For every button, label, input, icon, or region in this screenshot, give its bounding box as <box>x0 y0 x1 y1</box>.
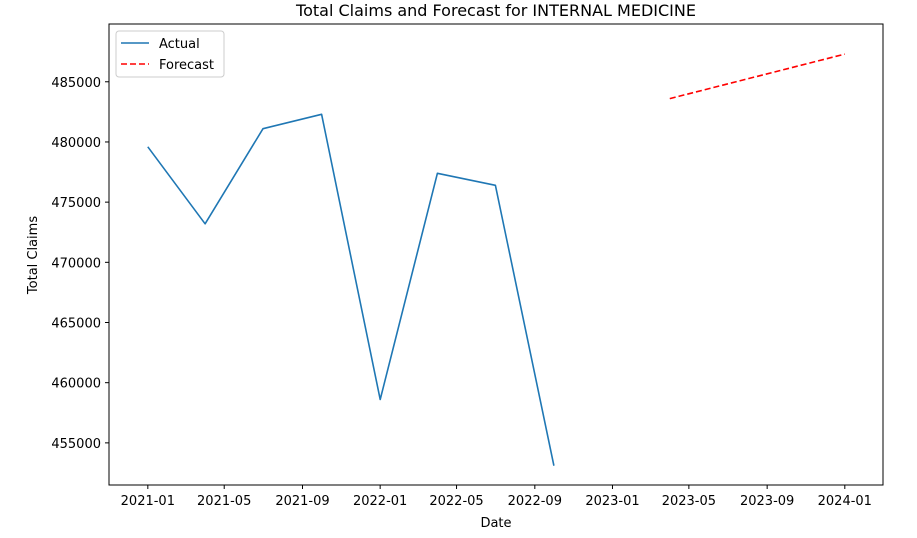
x-tick-label: 2022-09 <box>508 494 562 509</box>
chart-title: Total Claims and Forecast for INTERNAL M… <box>295 1 696 20</box>
y-tick-label: 455000 <box>51 437 101 452</box>
series-line-actual <box>147 113 555 466</box>
x-axis: 2021-01 2021-05 2021-09 2022-01 2022-05 2022-… <box>121 485 872 509</box>
y-tick-label: 480000 <box>51 136 101 151</box>
x-tick-label: 2023-05 <box>662 494 716 509</box>
legend-forecast-label: Forecast <box>159 58 214 73</box>
x-axis-label: Date <box>480 516 511 531</box>
plot-area <box>108 23 884 486</box>
legend-actual-label: Actual <box>159 37 200 52</box>
y-tick-label: 470000 <box>51 256 101 271</box>
series-layer <box>147 53 845 466</box>
y-axis: 455000 460000 465000 470000 475000 480000 4850… <box>51 76 109 452</box>
x-tick-label: 2021-05 <box>197 494 251 509</box>
legend: Actual Forecast <box>115 30 225 78</box>
series-line-forecast <box>669 53 845 100</box>
x-tick-label: 2023-09 <box>740 494 794 509</box>
y-tick-label: 460000 <box>51 377 101 392</box>
x-tick-label: 2023-01 <box>585 494 639 509</box>
x-tick-label: 2021-01 <box>121 494 175 509</box>
x-tick-label: 2022-01 <box>353 494 407 509</box>
y-axis-label: Total Claims <box>26 216 41 295</box>
x-tick-label: 2021-09 <box>275 494 329 509</box>
y-tick-label: 475000 <box>51 196 101 211</box>
x-tick-label: 2022-05 <box>429 494 483 509</box>
y-tick-label: 465000 <box>51 317 101 332</box>
x-tick-label: 2024-01 <box>818 494 872 509</box>
y-tick-label: 485000 <box>51 76 101 91</box>
